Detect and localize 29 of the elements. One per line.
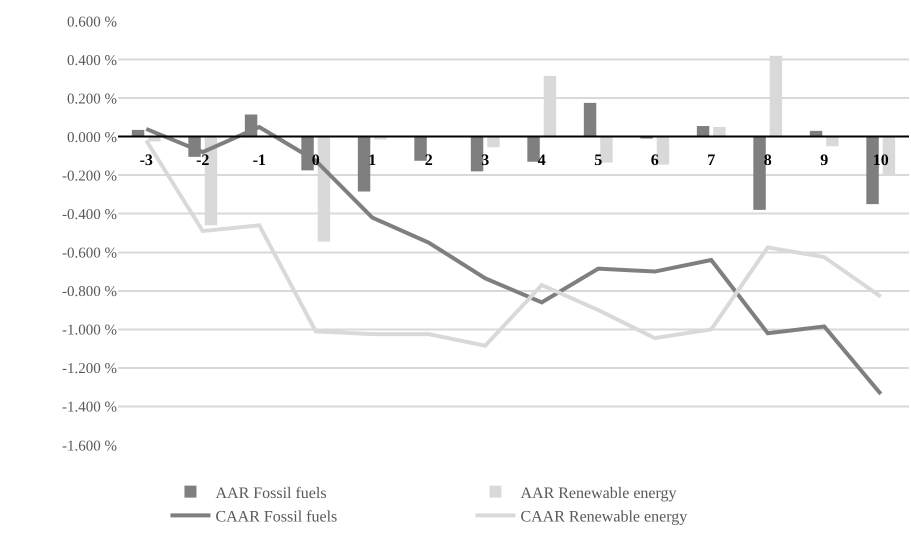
y-tick-label: 0.000 % bbox=[67, 130, 117, 146]
y-tick-label: -0.200 % bbox=[62, 168, 117, 184]
x-tick-label: 3 bbox=[481, 152, 490, 169]
x-tick-label: 6 bbox=[650, 152, 659, 169]
y-tick-label: -0.400 % bbox=[62, 206, 117, 223]
y-tick-label: -1.600 % bbox=[62, 438, 117, 454]
legend-label: AAR Renewable energy bbox=[520, 484, 677, 502]
x-tick-label: 4 bbox=[538, 152, 546, 169]
y-tick-label: 0.400 % bbox=[67, 52, 117, 69]
x-tick-label: 9 bbox=[820, 152, 828, 169]
y-tick-label: 0.600 % bbox=[67, 14, 117, 30]
x-tick-label: 1 bbox=[368, 152, 376, 169]
legend-label: CAAR Renewable energy bbox=[520, 508, 688, 526]
y-tick-label: 0.200 % bbox=[67, 91, 117, 108]
y-tick-label: -0.600 % bbox=[62, 246, 117, 262]
y-tick-label: -0.800 % bbox=[62, 284, 117, 300]
x-tick-label: 2 bbox=[424, 152, 433, 169]
legend-label: AAR Fossil fuels bbox=[215, 484, 327, 502]
x-tick-label: 8 bbox=[764, 152, 772, 169]
x-tick-label: 10 bbox=[872, 152, 889, 169]
y-tick-label: -1.200 % bbox=[62, 361, 117, 378]
x-tick-label: -3 bbox=[140, 152, 153, 169]
x-tick-label: -1 bbox=[252, 152, 266, 169]
y-tick-label: -1.000 % bbox=[62, 322, 117, 339]
x-tick-label: 7 bbox=[707, 152, 716, 169]
legend-label: CAAR Fossil fuels bbox=[215, 508, 338, 526]
y-tick-label: -1.400 % bbox=[62, 400, 117, 416]
x-tick-label: 5 bbox=[594, 152, 602, 169]
x-tick-label: -2 bbox=[196, 152, 210, 169]
